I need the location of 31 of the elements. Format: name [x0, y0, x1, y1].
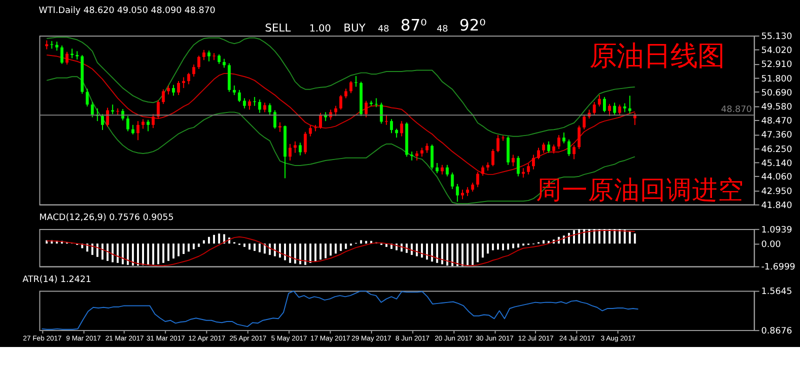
annotation: 周一原油回调进空 [536, 176, 744, 206]
y-tick-label: 41.840 [761, 200, 792, 211]
text: 48 [378, 24, 390, 35]
text: 92⁰ [459, 16, 486, 35]
chart-title: MACD(12,26,9) 0.7576 0.9055 [39, 213, 174, 224]
y-tick-label: 1.0939 [761, 225, 792, 236]
text: 1.00 [309, 24, 332, 35]
chart-title: ATR(14) 1.2421 [22, 274, 92, 285]
y-tick-label: 55.130 [761, 32, 792, 42]
y-tick-label: 50.690 [761, 88, 792, 98]
y-tick-label: 48.470 [761, 116, 792, 127]
annotation: 原油日线图 [589, 40, 724, 72]
y-tick-label: -1.6999 [761, 262, 796, 273]
y-tick-label: 52.910 [761, 60, 792, 70]
y-tick-label: 44.060 [761, 172, 792, 183]
y-tick-label: 0.8676 [761, 326, 792, 336]
y-tick-label: 0.00 [761, 240, 782, 250]
text: BUY [344, 22, 366, 35]
y-tick-label: 51.800 [761, 74, 792, 84]
text: 48 [436, 24, 448, 35]
y-tick-label: 1.5645 [761, 287, 792, 298]
ref-line-label: 48.870 [721, 105, 752, 116]
text: SELL [265, 22, 291, 35]
chart-title: WTI.Daily 48.620 49.050 48.090 48.870 [38, 6, 216, 16]
y-tick-label: 46.250 [761, 144, 792, 155]
y-tick-label: 45.140 [761, 158, 792, 169]
y-tick-label: 47.360 [761, 130, 792, 141]
y-tick-label: 49.580 [761, 102, 792, 113]
y-tick-label: 42.950 [761, 186, 792, 197]
y-tick-label: 54.020 [761, 46, 792, 56]
text: 87⁰ [400, 16, 427, 35]
